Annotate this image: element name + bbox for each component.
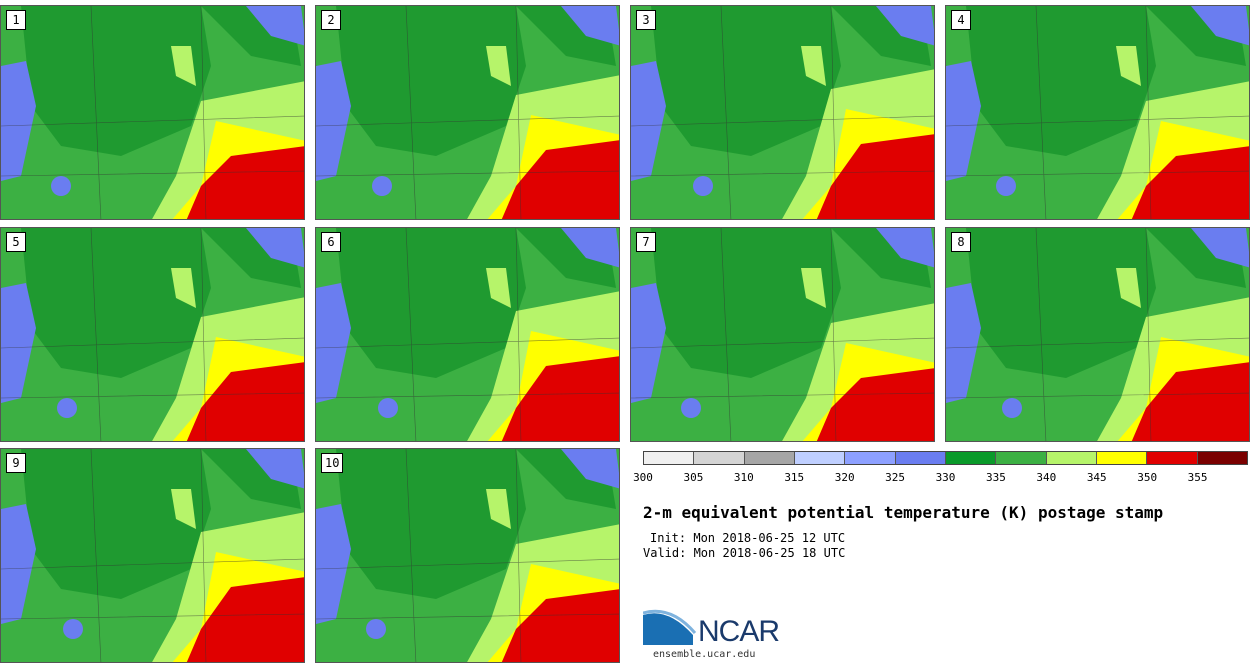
map-panel: 5 [0, 227, 305, 442]
map-field [946, 6, 1249, 219]
map-panel: 7 [630, 227, 935, 442]
colorbar-segment [1046, 452, 1097, 464]
colorbar-tick: 340 [1036, 471, 1057, 484]
panel-number-label: 5 [6, 232, 26, 252]
colorbar-tick: 300 [633, 471, 653, 484]
map-field [631, 6, 934, 219]
colorbar-segment [794, 452, 846, 464]
panel-number-label: 10 [321, 453, 344, 473]
colorbar-segment [845, 452, 896, 464]
colorbar-segment [694, 452, 745, 464]
colorbar-segment [644, 452, 695, 464]
colorbar-tick: 350 [1137, 471, 1158, 484]
colorbar-segment [945, 452, 997, 464]
logo-url: ensemble.ucar.edu [653, 649, 756, 660]
colorbar-tick: 320 [834, 471, 855, 484]
colorbar-tick: 330 [935, 471, 956, 484]
colorbar-segment [1197, 452, 1247, 464]
map-field [316, 449, 619, 662]
init-time: Init: Mon 2018-06-25 12 UTC [650, 531, 846, 545]
colorbar [643, 451, 1248, 465]
map-panel: 2 [315, 5, 620, 220]
plot-title: 2-m equivalent potential temperature (K)… [643, 503, 1164, 522]
colorbar-tick: 310 [733, 471, 754, 484]
colorbar-segment [1147, 452, 1198, 464]
panel-number-label: 2 [321, 10, 341, 30]
panel-number-label: 4 [951, 10, 971, 30]
colorbar-segment [996, 452, 1047, 464]
colorbar-tick: 305 [683, 471, 704, 484]
colorbar-tick: 315 [784, 471, 805, 484]
map-panel: 4 [945, 5, 1250, 220]
map-panel: 6 [315, 227, 620, 442]
logo-wordmark: NCAR [698, 615, 780, 648]
valid-time: Valid: Mon 2018-06-25 18 UTC [643, 546, 846, 560]
map-panel: 10 [315, 448, 620, 663]
colorbar-tick: 335 [985, 471, 1006, 484]
ncar-logo-icon [643, 609, 697, 645]
map-field [1, 228, 304, 441]
map-panel: 3 [630, 5, 935, 220]
panel-number-label: 8 [951, 232, 971, 252]
colorbar-tick: 345 [1086, 471, 1107, 484]
map-panel: 9 [0, 448, 305, 663]
map-field [946, 228, 1249, 441]
panel-number-label: 1 [6, 10, 26, 30]
map-field [1, 6, 304, 219]
map-field [1, 449, 304, 662]
map-field [316, 6, 619, 219]
map-panel: 8 [945, 227, 1250, 442]
panel-number-label: 3 [636, 10, 656, 30]
colorbar-segment [895, 452, 946, 464]
panel-number-label: 9 [6, 453, 26, 473]
map-field [631, 228, 934, 441]
panel-number-label: 6 [321, 232, 341, 252]
colorbar-tick: 355 [1187, 471, 1208, 484]
colorbar-segment [744, 452, 795, 464]
colorbar-segment [1096, 452, 1148, 464]
map-field [316, 228, 619, 441]
map-panel: 1 [0, 5, 305, 220]
panel-number-label: 7 [636, 232, 656, 252]
colorbar-tick: 325 [885, 471, 906, 484]
colorbar-tick-labels: 300 305 310 315 320 325 330 335 340 345 350 355 [633, 471, 1248, 485]
